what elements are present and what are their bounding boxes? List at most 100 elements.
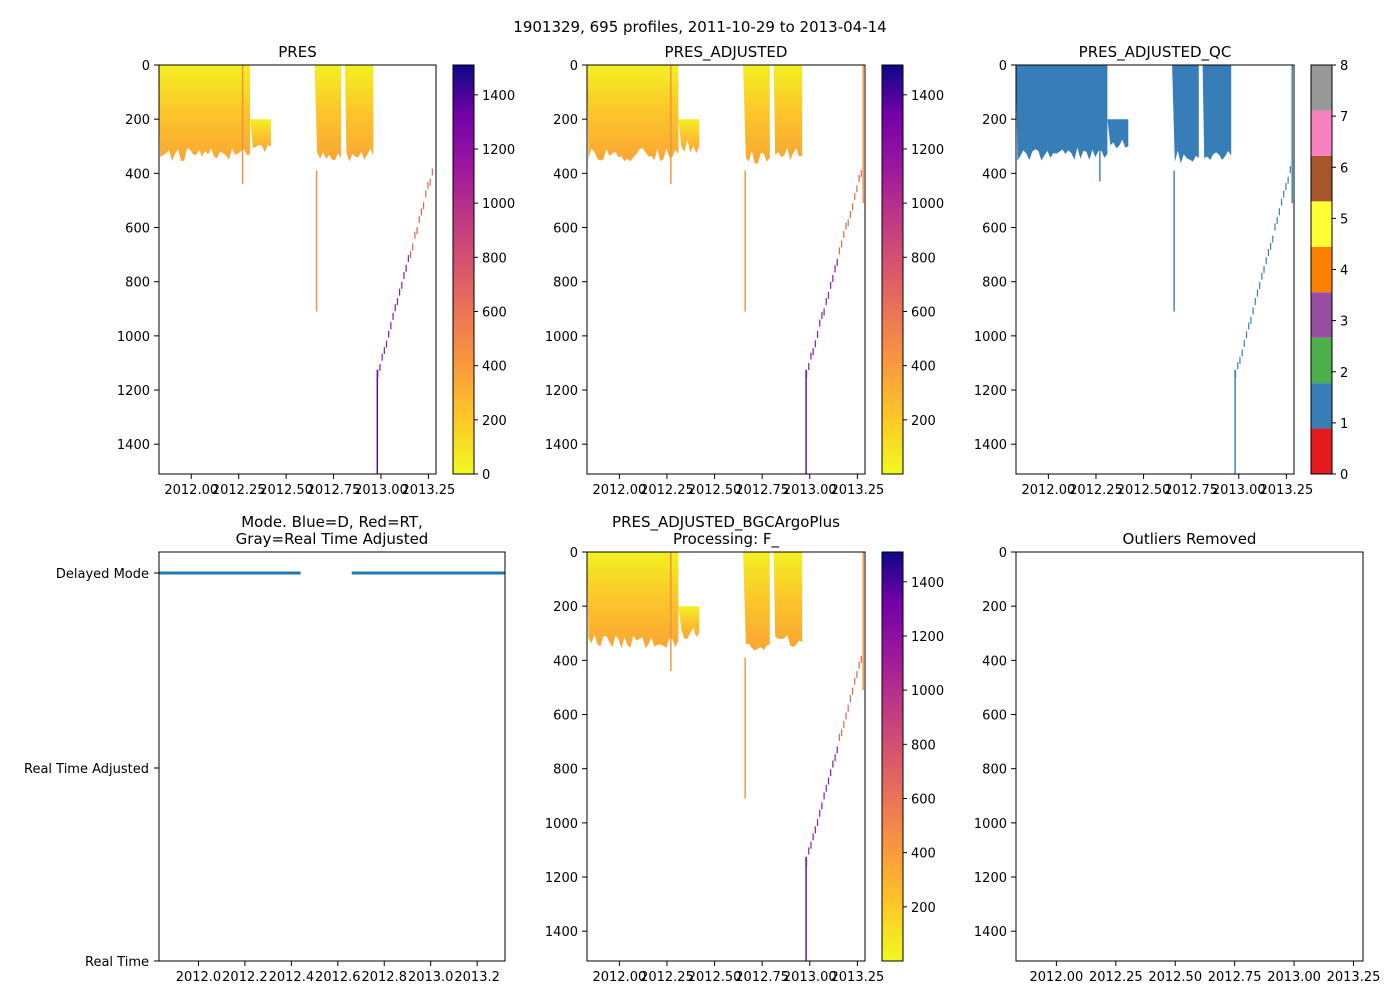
y-tick-label: 0 xyxy=(570,59,578,74)
profile-point xyxy=(1245,331,1248,339)
y-tick-label: 200 xyxy=(553,600,578,615)
profile-spike xyxy=(670,552,672,672)
profile-segment xyxy=(773,552,803,648)
axes-frame xyxy=(1015,64,1295,475)
x-tick-label: 2013.25 xyxy=(831,970,885,985)
y-tick-label: 1000 xyxy=(117,330,150,345)
profile-point xyxy=(854,677,856,685)
profile-point xyxy=(808,847,810,855)
profile-spike xyxy=(1291,65,1293,204)
x-tick-label: 2013.00 xyxy=(1212,483,1266,498)
x-tick-label: 2013.00 xyxy=(354,483,408,498)
x-tick-label: 2013.25 xyxy=(1327,970,1381,985)
profile-point xyxy=(1239,356,1241,364)
colorbar-tick-label: 1200 xyxy=(911,143,944,158)
profile-segment xyxy=(1107,119,1129,149)
profile-spike xyxy=(376,369,378,474)
profile-point xyxy=(423,202,425,210)
profile-point xyxy=(805,858,808,866)
panel-pres: PRES2012.002012.252012.502012.752013.002… xyxy=(117,43,515,498)
profile-spike xyxy=(241,65,244,185)
colorbar-gradient xyxy=(453,65,474,474)
x-tick-label: 2012.75 xyxy=(1164,483,1218,498)
colorbar-swatch xyxy=(1311,155,1332,202)
colorbar-tick-label: 5 xyxy=(1340,212,1348,227)
y-tick-label: 0 xyxy=(570,546,578,561)
profile-point xyxy=(816,331,819,339)
x-tick-label: 2012.75 xyxy=(307,483,361,498)
colorbar-tick-label: 200 xyxy=(482,414,507,429)
profile-point xyxy=(425,190,427,198)
panel-title: Mode. Blue=D, Red=RT, Gray=Real Time Adju… xyxy=(236,513,429,548)
profile-point xyxy=(1272,235,1274,243)
x-tick-label: 2012.25 xyxy=(640,483,694,498)
profile-point xyxy=(1289,166,1291,174)
profile-point xyxy=(1287,176,1289,184)
profile-point xyxy=(838,733,841,741)
panel-outliers_removed: Outliers Removed 2012.00 2012.25 2012.50 201… xyxy=(974,530,1380,985)
profile-segment xyxy=(250,119,271,153)
y-tick-label: 1400 xyxy=(545,438,578,453)
colorbar-tick-label: 1000 xyxy=(482,197,515,212)
profile-point xyxy=(858,661,860,669)
profile-point xyxy=(414,231,416,239)
colorbar-tick-label: 600 xyxy=(911,305,936,320)
x-tick-label: 2012.50 xyxy=(688,483,742,498)
profile-point xyxy=(409,251,412,259)
colorbar-tick-label: 600 xyxy=(482,305,507,320)
profile-point xyxy=(821,312,823,320)
profile-point xyxy=(823,308,825,316)
x-tick-label: 2012.25 xyxy=(640,970,694,985)
profile-point xyxy=(1283,190,1285,198)
profile-point xyxy=(381,353,383,361)
profile-spike xyxy=(1234,369,1236,474)
profile-point xyxy=(856,185,858,193)
x-tick-label: 2013.2 xyxy=(454,970,500,985)
colorbar-tick-label: 400 xyxy=(911,360,936,375)
x-tick-label: 2013.25 xyxy=(1260,483,1314,498)
colorbar: 0 1 2 3 4 5 6 7 8 xyxy=(1310,59,1348,483)
profile-point xyxy=(838,247,841,255)
x-tick-label: 2012.50 xyxy=(1148,970,1202,985)
profile-point xyxy=(1248,322,1250,330)
profile-point xyxy=(827,291,830,299)
profile-spike xyxy=(862,552,864,691)
profile-point xyxy=(841,729,843,737)
y-tick-label: 1200 xyxy=(974,871,1007,886)
profile-point xyxy=(412,243,414,251)
profile-point xyxy=(823,792,825,800)
profile-point xyxy=(827,777,830,785)
profile-point xyxy=(834,754,836,762)
colorbar-tick-label: 7 xyxy=(1340,110,1348,125)
y-tick-label: 600 xyxy=(553,222,578,237)
colorbar-frame xyxy=(881,64,904,475)
profile-point xyxy=(805,370,808,378)
profile-point xyxy=(1280,198,1283,206)
profile-segment xyxy=(587,65,679,162)
profile-segment xyxy=(1202,65,1232,160)
profile-point xyxy=(851,203,854,211)
colorbar-gradient xyxy=(882,65,903,474)
colorbar-swatch xyxy=(1311,65,1332,111)
profile-point xyxy=(1243,339,1245,347)
profile-point xyxy=(1237,362,1239,370)
y-tick-label: 1000 xyxy=(974,330,1007,345)
profile-point xyxy=(860,656,862,664)
profile-point xyxy=(1256,289,1259,297)
profile-point xyxy=(832,275,834,283)
profile-point xyxy=(847,704,849,712)
profile-spike xyxy=(315,170,318,312)
colorbar-tick-label: 800 xyxy=(911,738,936,753)
profile-point xyxy=(1274,223,1276,231)
panel-mode: Mode. Blue=D, Red=RT, Gray=Real Time Adju… xyxy=(24,513,506,985)
panel-title: Outliers Removed xyxy=(1123,530,1257,548)
profile-point xyxy=(1270,242,1272,250)
colorbar-tick-label: 8 xyxy=(1340,59,1348,74)
profile-point xyxy=(830,281,832,289)
y-tick-label: 800 xyxy=(553,763,578,778)
profile-point xyxy=(416,227,418,235)
profile-segment xyxy=(587,552,679,649)
colorbar-frame xyxy=(452,64,475,475)
profile-point xyxy=(379,363,381,371)
